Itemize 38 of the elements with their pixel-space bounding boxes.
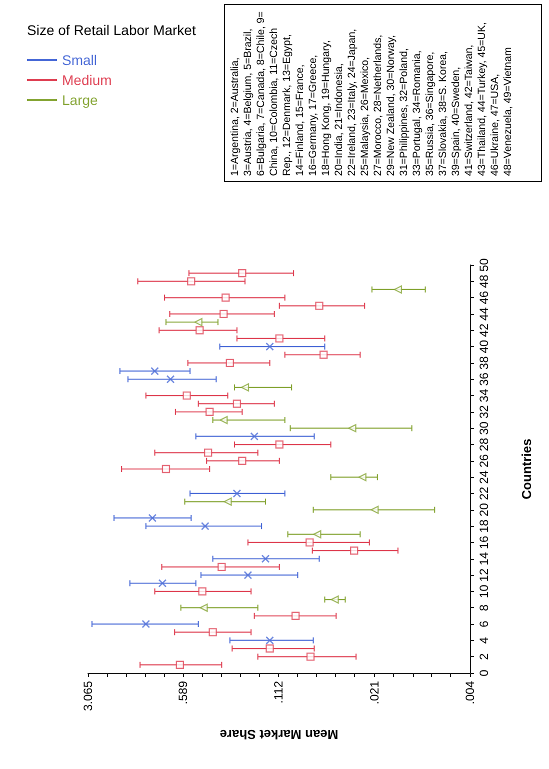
y-tick-label: 18: [477, 519, 491, 533]
y-tick-label: 20: [477, 502, 491, 516]
x-tick-label: .589: [176, 680, 190, 704]
x-tick-label: 3.065: [81, 680, 95, 712]
x-tick-label: .112: [271, 680, 286, 704]
y-tick-label: 46: [477, 290, 491, 304]
y-tick-label: 22: [477, 486, 491, 500]
y-tick-label: 12: [477, 568, 491, 582]
y-tick-label: 38: [477, 356, 491, 370]
x-tick-label: .021: [368, 680, 382, 704]
y-tick-label: 4: [477, 636, 491, 644]
y-tick-label: 26: [477, 454, 491, 468]
y-axis-title: Countries: [519, 438, 534, 500]
y-tick-label: 14: [477, 552, 491, 566]
y-tick-label: 28: [477, 438, 491, 452]
y-tick-label: 16: [477, 535, 491, 550]
y-tick-label: 44: [477, 306, 491, 321]
legend-label: Large: [62, 92, 98, 108]
y-tick-label: 0: [477, 669, 491, 676]
text: 1=Argentina, 2=Australia, 3=Austria, 4=Belgium, 5=Brazil, 6=Bulgaria, 7=Canada, 8=Chile, 9= China, 10=Colombia, 11=Czech Rep., 12=Denmark, 13=Egypt, 14=Finland, 15=France, 16=Germany, 17=Greece, 18=Hong Kong, 19=Hungary, 20=India, 21=Indonesia, 22=Ireland, 23=Italy, 24=Japan, 25=Malaysia, 26=Mexico, 27=Morocco, 28=Netherlands, 29=New Zealand, 30=Norway, 31=Philippines, 32=Poland, 33=Portugal, 34=Romania, 35=Russia, 36=Singapore, 37=Slovakia, 38=S. Korea, 39=Spain, 40=Sweden, 41=Switzerland, 42=Taiwan, 43=Thailand, 44=Turkey, 45=UK, 46=Ukraine, 47=USA, 48=Venezuela, 49=Vietnam: [229, 11, 514, 176]
x-axis-title: Mean Market Share: [220, 727, 338, 742]
y-tick-label: 30: [477, 421, 491, 435]
y-tick-label: 40: [477, 340, 491, 354]
y-tick-label: 50: [477, 258, 491, 272]
y-tick-label: 48: [477, 274, 491, 288]
legend-title: Size of Retail Labor Market: [27, 22, 196, 38]
x-tick-label: .004: [463, 680, 477, 704]
y-tick-label: 34: [477, 388, 491, 402]
legend-label: Small: [62, 52, 98, 68]
y-tick-label: 8: [477, 604, 491, 612]
y-tick-label: 42: [477, 323, 491, 337]
y-tick-label: 32: [477, 404, 491, 419]
y-tick-label: 2: [477, 653, 491, 660]
y-tick-label: 36: [477, 372, 491, 386]
legend-label: Medium: [62, 72, 112, 88]
y-tick-label: 10: [477, 584, 491, 598]
y-tick-label: 24: [477, 470, 491, 484]
y-tick-label: 6: [477, 620, 491, 628]
